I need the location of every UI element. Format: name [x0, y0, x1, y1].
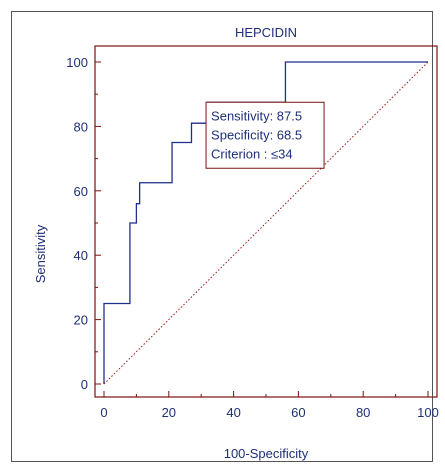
x-tick-label: 20 [162, 405, 176, 420]
x-tick-label: 80 [356, 405, 370, 420]
plot-area-border [94, 45, 438, 398]
chart-frame [11, 11, 433, 462]
annotation-line: Sensitivity: 87.5 [211, 108, 302, 123]
y-tick-label: 40 [74, 248, 88, 263]
x-tick-label: 0 [100, 405, 107, 420]
reference-diagonal-line [103, 61, 429, 385]
y-axis-label: Sensitivity [33, 224, 48, 283]
y-tick-label: 100 [66, 55, 88, 70]
x-axis-label: 100-Specificity [224, 446, 309, 461]
annotation-box [205, 101, 325, 169]
x-tick-label: 40 [226, 405, 240, 420]
annotation-line: Criterion : ≤34 [211, 146, 293, 161]
y-tick-label: 80 [74, 119, 88, 134]
x-tick-label: 60 [291, 405, 305, 420]
chart-title: HEPCIDIN [235, 25, 297, 40]
annotation-line: Specificity: 68.5 [211, 127, 302, 142]
annotation-layer: Sensitivity: 87.5 Specificity: 68.5 Criter… [205, 101, 325, 169]
y-tick-label: 0 [81, 377, 88, 392]
x-tick-label: 100 [417, 405, 439, 420]
y-tick-label: 60 [74, 184, 88, 199]
y-tick-label: 20 [74, 313, 88, 328]
axes-layer: 0 20 40 60 80 100 0 20 40 60 80 100 [66, 45, 439, 420]
